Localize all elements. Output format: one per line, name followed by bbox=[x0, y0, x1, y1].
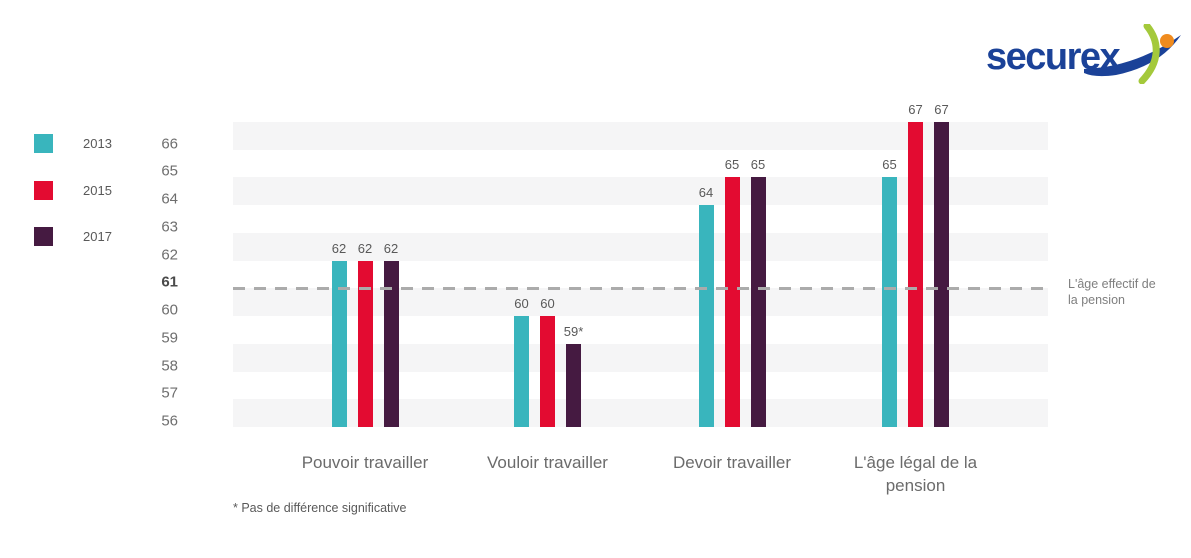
y-tick-label: 58 bbox=[161, 357, 178, 375]
legend-item-2013: 2013 bbox=[34, 134, 154, 154]
grid-band bbox=[233, 371, 1048, 400]
y-tick-label: 63 bbox=[161, 218, 178, 236]
bar-2017-pouvoir-travailler bbox=[383, 260, 399, 427]
bar-2013-pouvoir-travailler bbox=[331, 260, 347, 427]
y-tick-label: 62 bbox=[161, 246, 178, 264]
bar-value-label: 64 bbox=[698, 185, 714, 201]
grid-band bbox=[233, 288, 1048, 317]
y-tick-label: 61 bbox=[161, 273, 178, 291]
grid-band bbox=[233, 343, 1048, 372]
footnote: * Pas de différence significative bbox=[233, 501, 407, 515]
grid-band bbox=[233, 232, 1048, 261]
securex-logo-mark-icon bbox=[1084, 24, 1181, 84]
bar-value-label: 60 bbox=[540, 296, 555, 312]
bar-2015-l-ge-l-gal-de-la-pension bbox=[908, 122, 923, 427]
y-tick-label: 57 bbox=[161, 384, 178, 402]
legend-item-2017: 2017 bbox=[34, 227, 154, 247]
plot-area: 62 60 64 65 62 60 65 67 62 59* 65 67 bbox=[233, 102, 1048, 427]
legend-label: 2017 bbox=[83, 229, 112, 244]
bar-value-label: 67 bbox=[934, 102, 949, 117]
y-tick-label: 65 bbox=[161, 162, 178, 180]
x-category-label-devoir-travailler: Devoir travailler bbox=[672, 453, 792, 472]
grid-band bbox=[233, 177, 1048, 206]
reference-line bbox=[233, 287, 1048, 291]
y-tick-label: 56 bbox=[161, 412, 178, 430]
bar-value-label: 65 bbox=[724, 157, 740, 173]
bar-value-label: 62 bbox=[331, 240, 347, 256]
bar-2017-vouloir-travailler bbox=[566, 343, 581, 427]
bar-2015-vouloir-travailler bbox=[540, 316, 555, 427]
y-tick-label: 60 bbox=[161, 301, 178, 319]
x-category-label-pouvoir-travailler: Pouvoir travailler bbox=[301, 453, 429, 472]
grid-band bbox=[233, 205, 1048, 233]
bar-2013-devoir-travailler bbox=[698, 205, 714, 427]
legend-item-2015: 2015 bbox=[34, 180, 154, 201]
grid-band bbox=[233, 149, 1048, 178]
legend-swatch-2017 bbox=[34, 227, 53, 246]
bar-2013-l-ge-l-gal-de-la-pension bbox=[882, 177, 897, 427]
y-tick-label: 66 bbox=[161, 135, 178, 153]
bar-value-label: 59* bbox=[563, 323, 584, 339]
bar-value-label: 67 bbox=[908, 102, 923, 117]
bar-value-label: 65 bbox=[882, 157, 897, 173]
bar-2017-devoir-travailler bbox=[750, 177, 766, 427]
y-tick-label: 64 bbox=[161, 190, 178, 208]
legend-label: 2013 bbox=[83, 136, 112, 151]
grid-band bbox=[233, 316, 1048, 344]
x-category-label-vouloir-travailler: Vouloir travailler bbox=[487, 453, 608, 472]
grid-band bbox=[233, 260, 1048, 289]
bar-value-label: 65 bbox=[750, 157, 766, 173]
reference-line-label: L'âge effectif de la pension bbox=[1068, 277, 1156, 308]
legend-swatch-2015 bbox=[34, 180, 53, 200]
grid-band bbox=[233, 399, 1048, 427]
x-category-label-l-ge-l-gal-de-la-pension: L'âge légal de la pension bbox=[853, 453, 978, 495]
bar-2015-devoir-travailler bbox=[724, 177, 740, 427]
grid-band bbox=[233, 122, 1048, 150]
bar-2013-vouloir-travailler bbox=[514, 316, 529, 427]
bar-value-label: 62 bbox=[383, 240, 399, 256]
securex-logo: securex bbox=[986, 22, 1181, 86]
legend-swatch-2013 bbox=[34, 134, 53, 153]
bar-value-label: 60 bbox=[514, 296, 529, 312]
bar-value-label: 62 bbox=[357, 240, 373, 256]
legend-label: 2015 bbox=[83, 182, 112, 198]
bar-2015-pouvoir-travailler bbox=[357, 260, 373, 427]
bar-2017-l-ge-l-gal-de-la-pension bbox=[934, 122, 949, 427]
y-tick-label: 59 bbox=[161, 329, 178, 347]
